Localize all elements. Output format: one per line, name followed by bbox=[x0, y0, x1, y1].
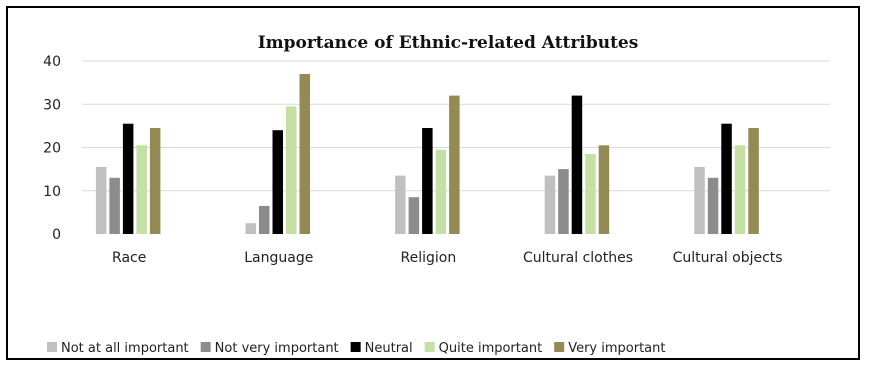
legend-swatch bbox=[47, 342, 57, 352]
legend-swatch bbox=[350, 342, 361, 352]
bars-layer bbox=[95, 74, 759, 234]
legend-item: Not at all important bbox=[47, 341, 189, 356]
legend-label: Not at all important bbox=[61, 341, 189, 356]
bar-very-important-cultural-clothes bbox=[598, 145, 610, 234]
y-tick-label: 20 bbox=[43, 141, 61, 157]
x-category-label: Race bbox=[112, 250, 146, 266]
x-category-label: Language bbox=[244, 250, 313, 266]
legend-swatch bbox=[424, 342, 435, 352]
y-tick-label: 40 bbox=[43, 54, 61, 70]
bar-neutral-cultural-objects bbox=[721, 123, 732, 234]
legend-label: Quite important bbox=[439, 341, 543, 356]
bar-very-important-cultural-objects bbox=[748, 128, 759, 234]
bar-quite-important-religion bbox=[435, 149, 447, 234]
x-category-label: Religion bbox=[401, 250, 457, 266]
bar-not-at-all-important-religion bbox=[395, 175, 406, 234]
bar-not-at-all-important-language bbox=[245, 223, 256, 234]
legend-swatch bbox=[200, 342, 211, 352]
bar-quite-important-race bbox=[136, 145, 147, 234]
bar-very-important-race bbox=[149, 128, 161, 234]
bar-neutral-cultural-clothes bbox=[571, 95, 583, 234]
bar-not-very-important-cultural-clothes bbox=[558, 169, 569, 234]
legend-item: Quite important bbox=[424, 341, 543, 356]
bar-not-at-all-important-cultural-clothes bbox=[544, 175, 556, 234]
bar-very-important-religion bbox=[449, 95, 460, 234]
bar-quite-important-language bbox=[286, 106, 297, 234]
y-axis-ticks: 0 10 20 30 40 bbox=[43, 54, 61, 243]
chart-title: Importance of Ethnic-related Attributes bbox=[258, 33, 639, 53]
bar-not-very-important-race bbox=[109, 177, 120, 234]
bar-neutral-race bbox=[122, 123, 134, 234]
bar-quite-important-cultural-objects bbox=[734, 145, 746, 234]
legend-item: Very important bbox=[554, 341, 665, 356]
bar-not-very-important-religion bbox=[408, 197, 420, 234]
bar-not-very-important-cultural-objects bbox=[707, 177, 719, 234]
bar-not-very-important-language bbox=[259, 205, 270, 234]
x-axis-categories: Race Language Religion Cultural clothes Cult… bbox=[112, 250, 783, 266]
legend-item: Not very important bbox=[200, 341, 339, 356]
legend-label: Neutral bbox=[365, 341, 413, 356]
legend-swatch bbox=[554, 342, 565, 352]
bar-very-important-language bbox=[299, 74, 310, 234]
bar-not-at-all-important-race bbox=[95, 167, 107, 234]
legend-item: Neutral bbox=[350, 341, 413, 356]
legend: Not at all important Not very important Ne… bbox=[47, 341, 665, 356]
y-tick-label: 30 bbox=[43, 97, 61, 113]
x-category-label: Cultural clothes bbox=[523, 250, 633, 266]
bar-neutral-religion bbox=[422, 128, 433, 234]
bar-quite-important-cultural-clothes bbox=[585, 154, 596, 234]
y-tick-label: 10 bbox=[43, 184, 61, 200]
x-category-label: Cultural objects bbox=[673, 250, 783, 266]
bar-neutral-language bbox=[272, 130, 283, 234]
y-tick-label: 0 bbox=[52, 227, 61, 243]
legend-label: Not very important bbox=[215, 341, 339, 356]
bar-not-at-all-important-cultural-objects bbox=[694, 167, 705, 234]
legend-label: Very important bbox=[568, 341, 665, 356]
